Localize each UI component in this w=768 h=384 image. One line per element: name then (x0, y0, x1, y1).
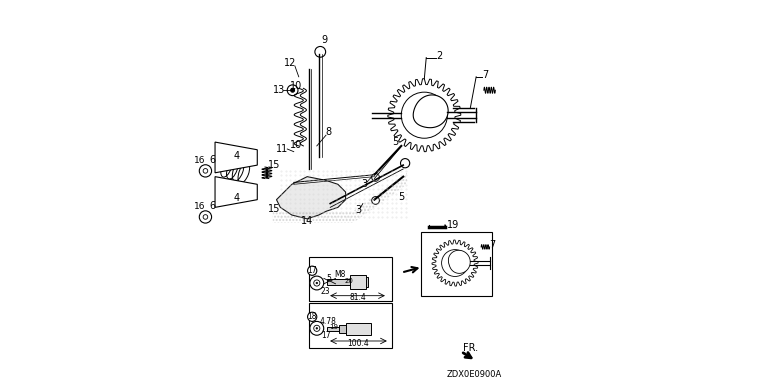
Text: 20: 20 (344, 278, 353, 284)
Text: 3: 3 (355, 205, 361, 215)
Polygon shape (449, 250, 470, 273)
Text: 23: 23 (321, 286, 330, 296)
Polygon shape (413, 95, 449, 128)
Text: 16: 16 (194, 202, 205, 211)
Circle shape (310, 276, 324, 290)
Text: FR.: FR. (462, 343, 478, 353)
Bar (327, 279, 359, 285)
Circle shape (290, 88, 295, 92)
Bar (309, 303, 392, 348)
Text: 7: 7 (482, 70, 489, 80)
Bar (327, 327, 339, 331)
Circle shape (442, 250, 468, 276)
Circle shape (315, 46, 326, 57)
Text: 3: 3 (362, 179, 368, 189)
Text: 5: 5 (326, 274, 331, 283)
Text: ZDX0E0900A: ZDX0E0900A (447, 370, 502, 379)
Text: 100.4: 100.4 (347, 339, 369, 348)
Circle shape (199, 211, 211, 223)
Circle shape (372, 197, 379, 204)
Text: 6: 6 (209, 201, 215, 211)
Text: 17: 17 (307, 266, 317, 275)
Text: 2: 2 (436, 51, 443, 61)
Text: 17: 17 (321, 331, 330, 341)
Circle shape (287, 85, 298, 96)
Text: M8: M8 (334, 270, 346, 280)
Bar (350, 275, 366, 289)
Text: 18: 18 (307, 312, 317, 321)
Bar (339, 325, 346, 333)
Text: 15: 15 (268, 204, 281, 214)
Text: 81.4: 81.4 (349, 293, 366, 303)
Text: 4: 4 (233, 151, 239, 161)
Text: 19: 19 (447, 220, 459, 230)
Circle shape (199, 165, 211, 177)
Circle shape (307, 312, 316, 321)
Text: 9: 9 (322, 35, 327, 45)
Text: 15: 15 (268, 160, 281, 170)
Polygon shape (215, 142, 257, 173)
Text: 5: 5 (398, 192, 405, 202)
Text: 11: 11 (276, 144, 288, 154)
Polygon shape (276, 177, 346, 219)
Circle shape (316, 282, 318, 284)
Text: 14: 14 (301, 216, 313, 226)
Circle shape (401, 92, 447, 138)
Text: 10: 10 (290, 81, 302, 91)
Text: 8: 8 (326, 127, 331, 137)
Polygon shape (215, 177, 257, 207)
Text: 10: 10 (290, 140, 302, 150)
Text: 16: 16 (194, 156, 205, 165)
Text: 5: 5 (392, 137, 399, 147)
Circle shape (372, 174, 379, 181)
Text: 7: 7 (489, 240, 496, 250)
Bar (421, 232, 492, 296)
Circle shape (400, 159, 410, 168)
Bar (359, 277, 369, 287)
Circle shape (415, 106, 434, 125)
Text: 19: 19 (329, 324, 339, 330)
Bar (346, 323, 371, 335)
Text: 4: 4 (233, 193, 239, 203)
Circle shape (310, 321, 324, 335)
Bar (309, 257, 392, 301)
Text: 13: 13 (273, 85, 286, 95)
Circle shape (307, 266, 316, 275)
Circle shape (449, 257, 461, 269)
Text: 6: 6 (209, 155, 215, 165)
Text: 12: 12 (283, 58, 296, 68)
Text: 4.78: 4.78 (320, 317, 336, 326)
Circle shape (316, 328, 318, 329)
